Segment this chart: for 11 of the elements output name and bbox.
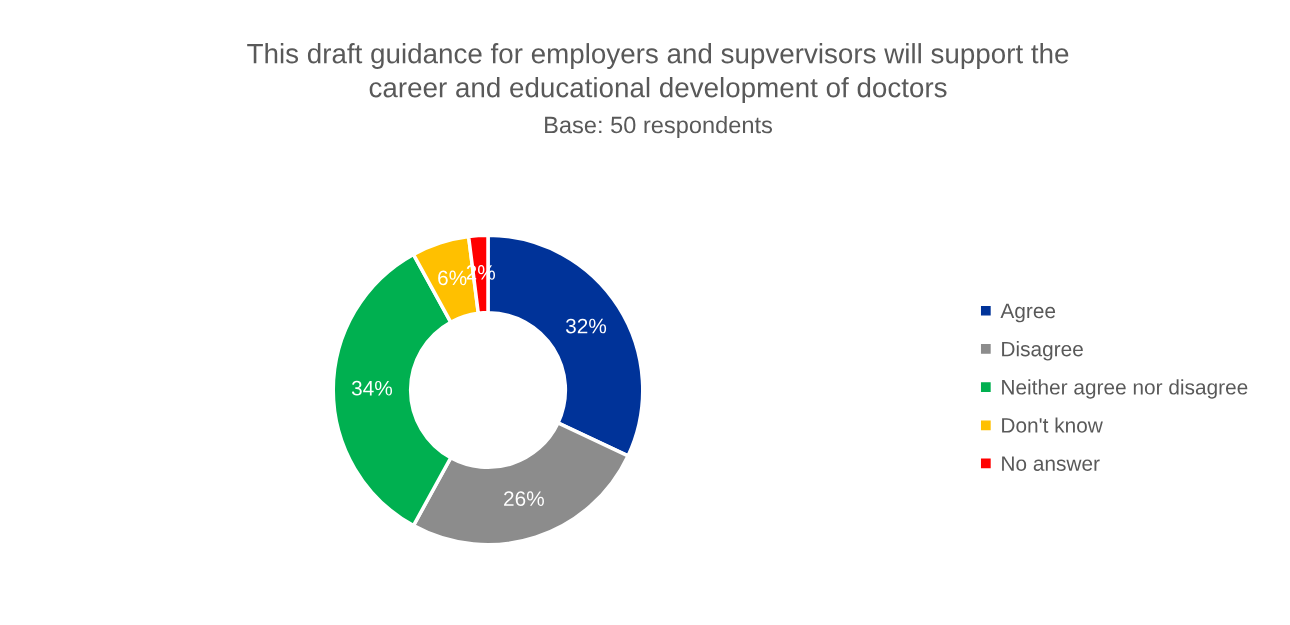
legend-label: Disagree	[1002, 341, 1083, 361]
data-label: 34%	[351, 380, 393, 396]
legend-label: No answer	[1002, 456, 1100, 471]
data-label: 32%	[565, 318, 607, 334]
chart-title: This draft guidance for employers and supvervisors will support the career and educational development of doctors	[247, 43, 1069, 103]
data-label: 26%	[504, 491, 544, 506]
chart-subtitle: Base: 50 respondents	[545, 116, 773, 139]
legend-label: Don't know	[1002, 417, 1103, 433]
legend-label: Neither agree nor disagree	[1002, 379, 1248, 399]
data-label: 6%	[438, 270, 467, 286]
legend-label: Agree	[1000, 303, 1056, 323]
